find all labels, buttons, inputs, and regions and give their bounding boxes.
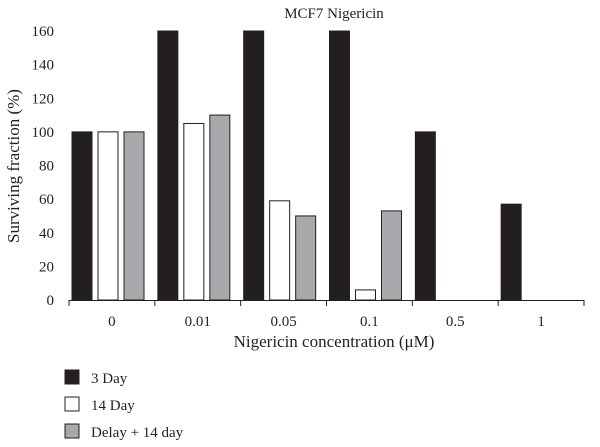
bar-delay-14-day-0-01 — [209, 114, 231, 301]
y-tick-label: 60 — [39, 192, 54, 208]
bar-3-day-0-1 — [329, 30, 350, 301]
bars — [71, 30, 522, 301]
y-tick-label: 100 — [32, 125, 55, 141]
y-tick-label: 120 — [32, 91, 55, 107]
legend-label: 14 Day — [91, 398, 135, 414]
bar-3-day-0-5 — [414, 131, 436, 301]
legend-label: Delay + 14 day — [91, 425, 184, 441]
x-tick-label: 0.05 — [270, 314, 296, 330]
legend-swatch — [64, 369, 80, 385]
bar-14-day-0 — [97, 131, 119, 301]
legend: 3 Day 14 Day Delay + 14 day — [64, 369, 184, 441]
x-tick-label: 0.01 — [185, 314, 211, 330]
bar-14-day-0-01 — [183, 122, 205, 301]
bar-delay-14-day-0 — [123, 131, 145, 301]
bar-3-day-0 — [71, 131, 93, 301]
bar-3-day-0-05 — [243, 30, 265, 301]
x-axis: 0 0.01 0.05 0.1 0.5 1 — [68, 300, 585, 330]
y-tick-label: 140 — [32, 58, 55, 74]
legend-label: 3 Day — [91, 371, 128, 387]
bar-delay-14-day-0-1 — [381, 210, 402, 301]
y-tick-label: 160 — [32, 24, 55, 40]
y-axis: 0 20 40 60 80 100 120 140 160 — [32, 24, 55, 309]
y-tick-label: 20 — [39, 259, 54, 275]
x-tick-label: 0 — [108, 314, 116, 330]
bar-14-day-0-1 — [355, 289, 376, 301]
x-tick-label: 0.1 — [360, 314, 379, 330]
x-tick-label: 0.5 — [446, 314, 465, 330]
x-axis-label: Nigericin concentration (μM) — [234, 332, 435, 351]
y-tick-label: 40 — [39, 226, 54, 242]
y-tick-label: 80 — [39, 159, 54, 175]
x-tick-label: 1 — [537, 314, 545, 330]
bar-14-day-0-05 — [269, 200, 291, 301]
bar-delay-14-day-0-05 — [295, 215, 317, 301]
bar-3-day-1 — [500, 203, 522, 301]
y-axis-label: Surviving fraction (%) — [4, 89, 23, 243]
legend-swatch — [64, 396, 80, 412]
chart-title: MCF7 Nigericin — [284, 6, 384, 22]
legend-swatch — [64, 423, 80, 439]
y-tick-label: 0 — [47, 293, 55, 309]
bar-3-day-0-01 — [157, 30, 179, 301]
